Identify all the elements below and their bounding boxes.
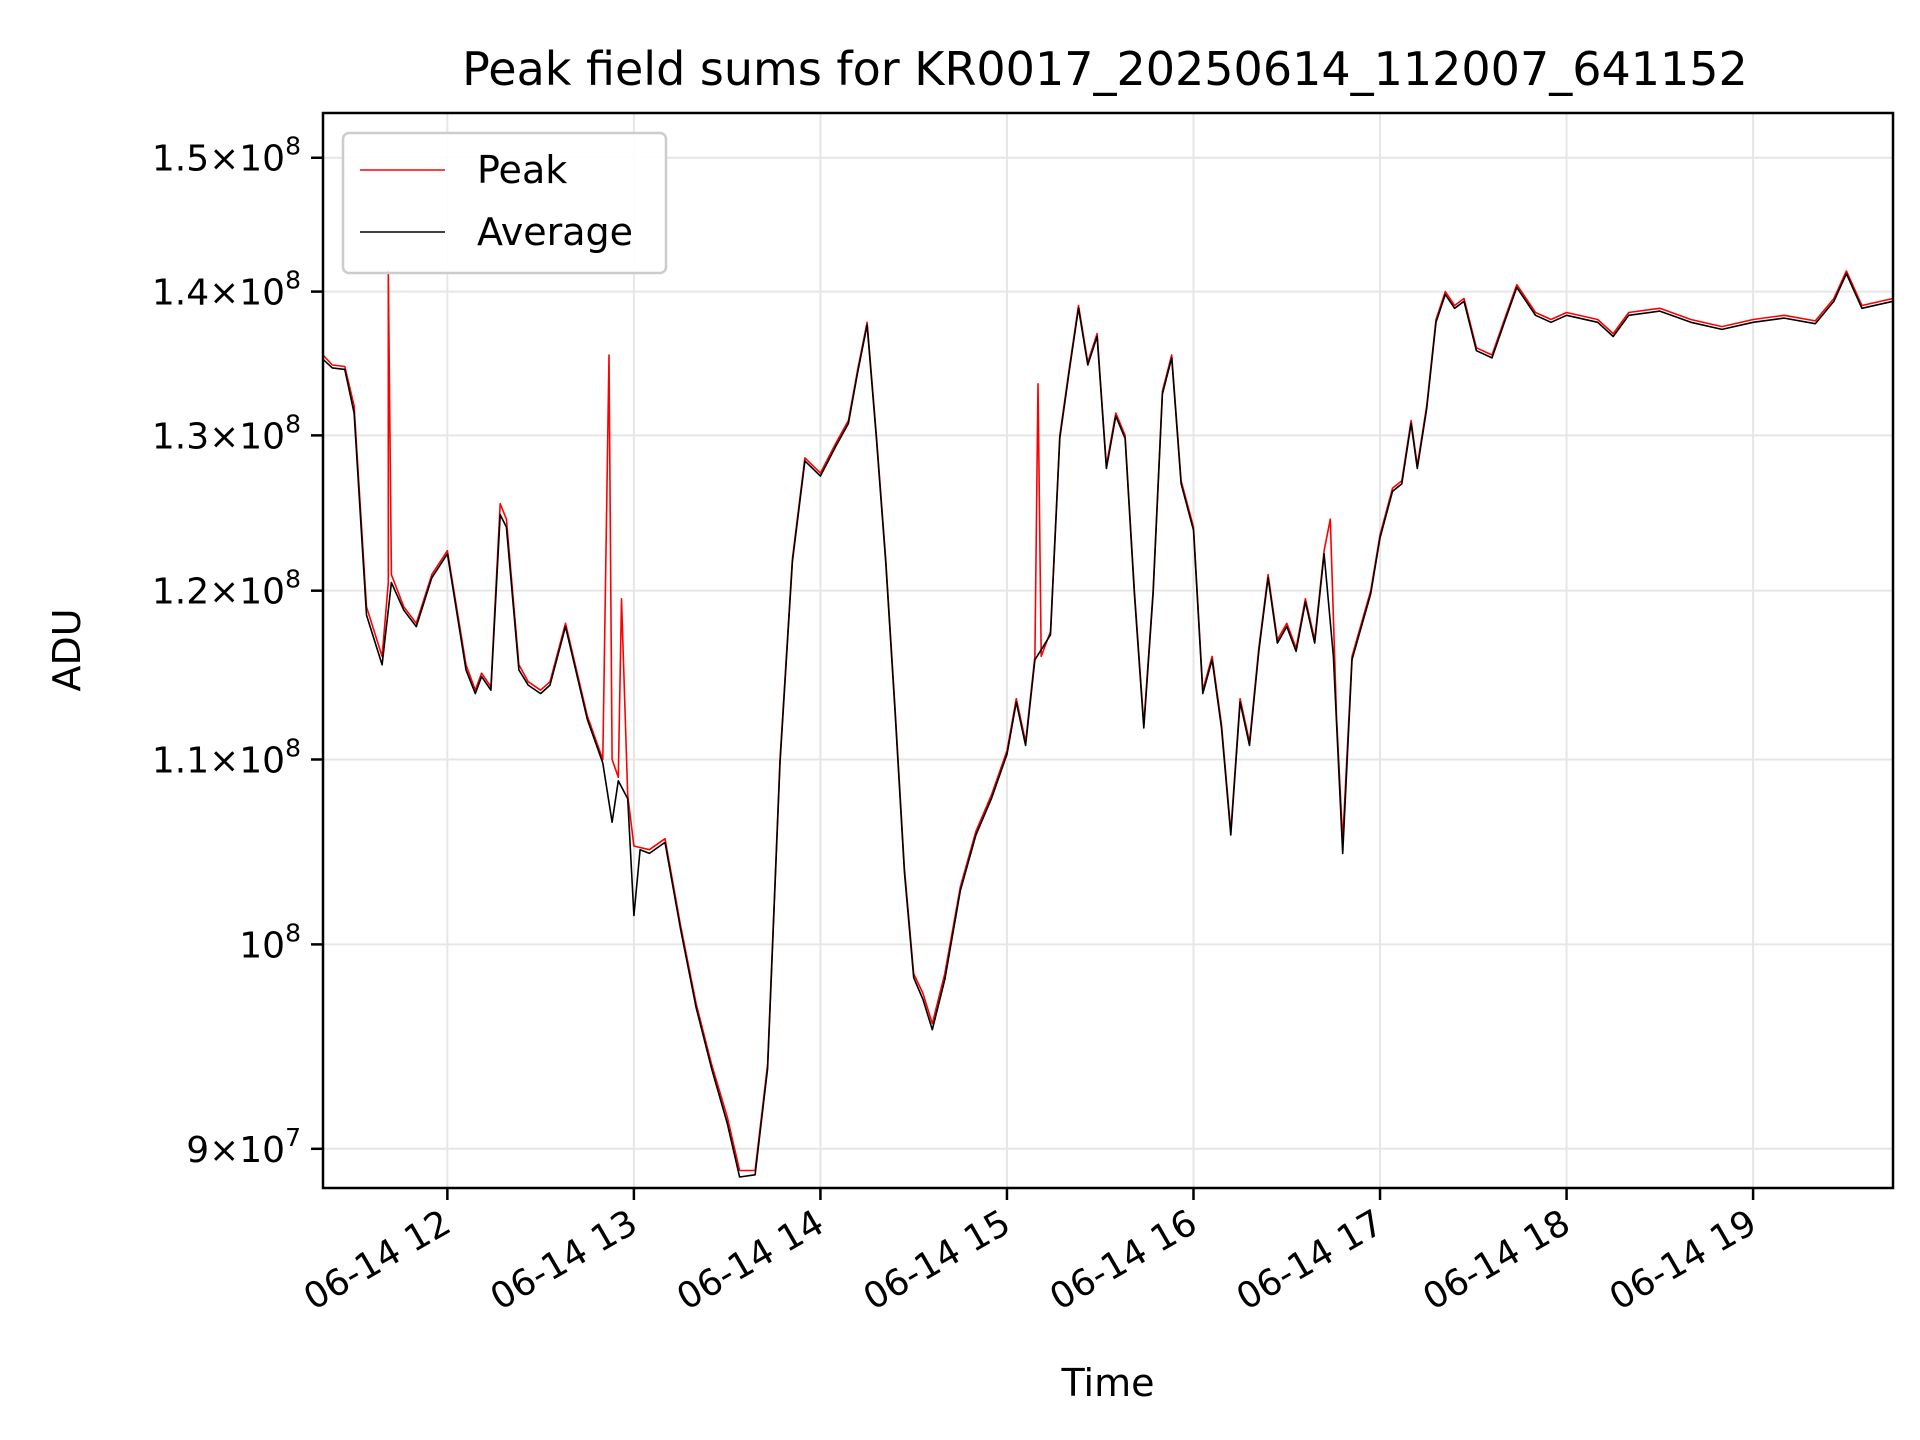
legend: Peak Average [341, 131, 668, 275]
y-axis-ticks: 9×107 108 1.1×108 1.2×108 1.3×108 1.4×108 1.5×… [152, 132, 323, 1171]
series-layer [322, 113, 1894, 1178]
y-tick-label: 1.3×108 [152, 409, 301, 457]
y-tick-label: 1.4×108 [152, 266, 301, 314]
y-tick-label: 1.1×108 [152, 733, 301, 781]
y-axis-label: ADU [45, 608, 89, 691]
y-tick-label: 9×107 [186, 1123, 301, 1171]
legend-label-peak: Peak [477, 148, 567, 192]
series-line-average [322, 115, 1894, 1178]
plot-area-frame [321, 111, 1895, 1190]
series-line-peak [322, 113, 1894, 1172]
y-tick-label: 1.5×108 [152, 132, 301, 180]
legend-box [341, 131, 668, 275]
legend-label-average: Average [477, 210, 633, 254]
x-axis-label: Time [1061, 1361, 1155, 1405]
grid-lines [323, 113, 1893, 1188]
y-tick-label: 108 [239, 918, 301, 966]
chart-title: Peak field sums for KR0017_20250614_1120… [462, 42, 1748, 96]
y-tick-label: 1.2×108 [152, 565, 301, 613]
